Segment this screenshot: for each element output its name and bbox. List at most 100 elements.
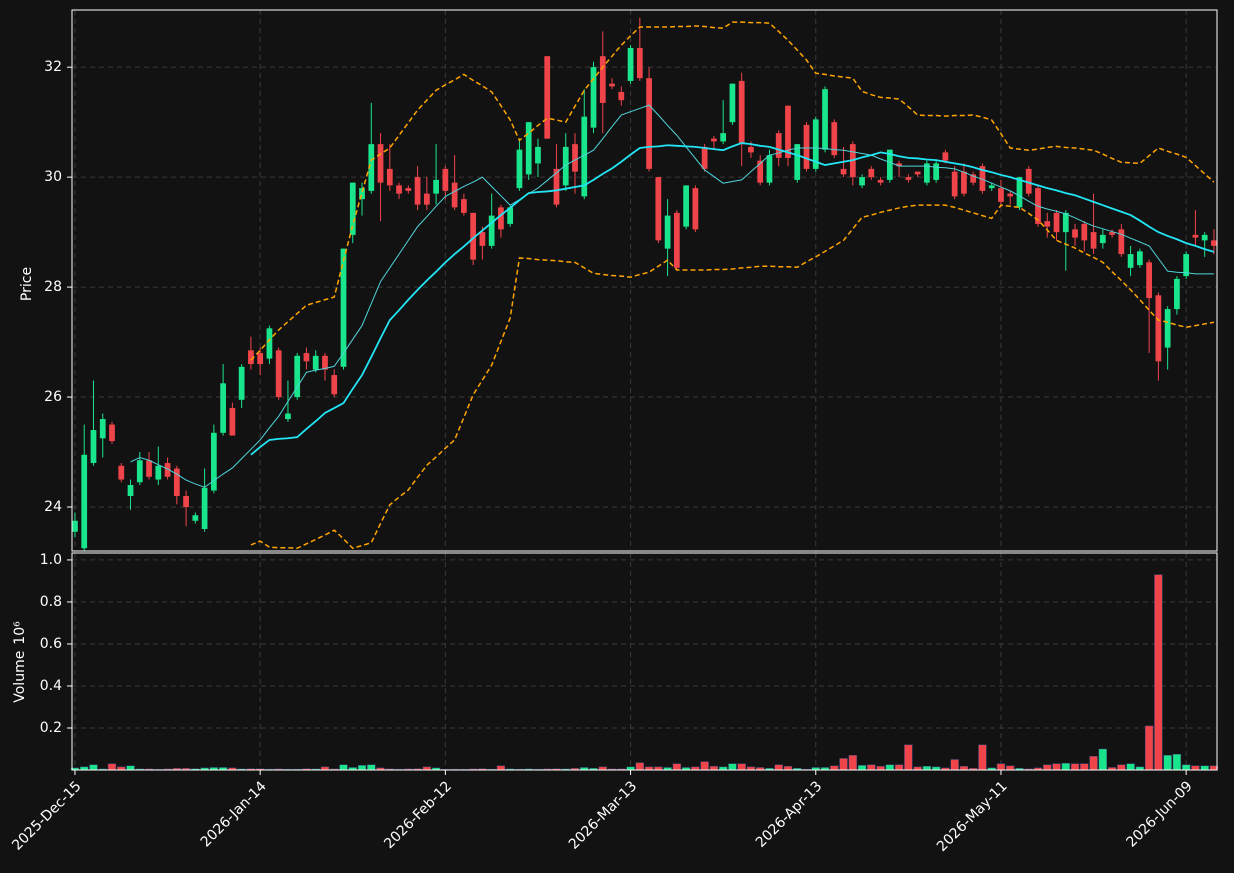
candle-body — [72, 520, 78, 532]
volume-bar — [89, 764, 98, 771]
candle-body — [1099, 234, 1106, 244]
volume-bar — [774, 764, 783, 771]
candle-body — [275, 350, 282, 398]
candle-body — [951, 171, 958, 197]
candle-body — [924, 163, 930, 183]
candle-body — [1192, 234, 1199, 238]
candle-body — [646, 78, 652, 169]
candle-body — [636, 47, 643, 79]
volume-bar — [1191, 765, 1200, 771]
candle-body — [81, 454, 88, 549]
candle-body — [979, 166, 986, 191]
candle-body — [683, 185, 689, 227]
volume-bar — [1117, 764, 1126, 771]
candle-body — [840, 168, 847, 175]
price-tick-label: 28 — [44, 279, 62, 295]
candle-body — [1183, 254, 1190, 277]
candle-body — [618, 91, 625, 101]
volume-bar — [783, 765, 793, 771]
candle-body — [405, 188, 412, 191]
price-axis-label: Price — [19, 267, 35, 301]
candle-body — [312, 355, 319, 370]
candle-body — [470, 212, 477, 260]
volume-bar — [950, 759, 959, 771]
overlay-line — [250, 21, 1215, 361]
candle-body — [775, 133, 782, 158]
volume-bar — [959, 765, 969, 771]
candle-body — [868, 168, 875, 178]
volume-tick-label: 1.0 — [40, 552, 62, 568]
volume-bar — [1061, 763, 1070, 771]
candle-body — [507, 207, 514, 224]
volume-tick-label: 0.4 — [40, 678, 62, 694]
volume-bar — [1080, 763, 1089, 771]
volume-bar — [1052, 763, 1061, 771]
candle-body — [581, 116, 588, 197]
candle-body — [738, 80, 745, 145]
volume-bar — [672, 763, 682, 771]
candle-body — [998, 188, 1004, 202]
candle-body — [331, 375, 338, 395]
grid-layer — [72, 10, 1217, 770]
candle-body — [673, 212, 680, 268]
candle-body — [220, 383, 226, 433]
candle-body — [248, 350, 254, 365]
mark-layer — [70, 17, 1219, 771]
candle-body — [516, 149, 523, 189]
candle-body — [164, 463, 171, 477]
candle-body — [1090, 232, 1097, 249]
candle-body — [414, 177, 421, 205]
overlay-line — [130, 104, 1214, 488]
candle-body — [1072, 229, 1078, 238]
candle-body — [1155, 295, 1162, 362]
volume-bar — [1070, 763, 1080, 771]
candle-body — [1062, 212, 1069, 233]
volume-bar — [1144, 725, 1154, 771]
overlay-line — [250, 204, 1215, 550]
candle-body — [488, 215, 495, 246]
volume-bar — [700, 761, 709, 771]
candle-body — [1053, 212, 1060, 233]
candle-body — [340, 248, 347, 367]
candle-body — [655, 177, 662, 241]
candle-body — [99, 419, 106, 439]
candle-body — [1118, 229, 1125, 255]
candle-body — [803, 124, 810, 169]
candle-body — [1016, 177, 1023, 208]
candle-body — [544, 56, 551, 139]
candle-body — [1007, 193, 1014, 197]
volume-bar — [839, 758, 848, 771]
volume-bar — [635, 762, 645, 771]
volume-bar — [1098, 748, 1108, 771]
volume-bar — [922, 765, 932, 771]
volume-bar — [1181, 764, 1191, 771]
candle-body — [525, 122, 532, 175]
candle-body — [294, 355, 301, 398]
candle-body — [1025, 168, 1032, 194]
candle-body — [1136, 251, 1143, 266]
volume-bar — [1200, 765, 1209, 771]
candle-body — [1109, 232, 1115, 235]
volume-bar — [996, 763, 1006, 771]
candle-body — [183, 496, 189, 508]
candle-body — [461, 199, 467, 213]
candle-body — [201, 487, 208, 530]
candle-body — [562, 146, 569, 186]
candle-body — [572, 144, 578, 172]
candle-body — [368, 144, 375, 191]
candle-body — [1044, 221, 1051, 227]
candle-body — [136, 460, 143, 483]
candle-body — [961, 171, 967, 194]
candle-body — [599, 56, 606, 103]
candle-body — [757, 160, 764, 183]
volume-tick-label: 0.6 — [40, 636, 62, 652]
volume-bar — [894, 764, 904, 771]
volume-tick-label: 0.8 — [40, 594, 62, 610]
candle-body — [1127, 254, 1134, 268]
candle-body — [266, 328, 273, 359]
candle-body — [229, 408, 236, 436]
candle-body — [451, 182, 458, 208]
volume-bar — [496, 765, 506, 771]
